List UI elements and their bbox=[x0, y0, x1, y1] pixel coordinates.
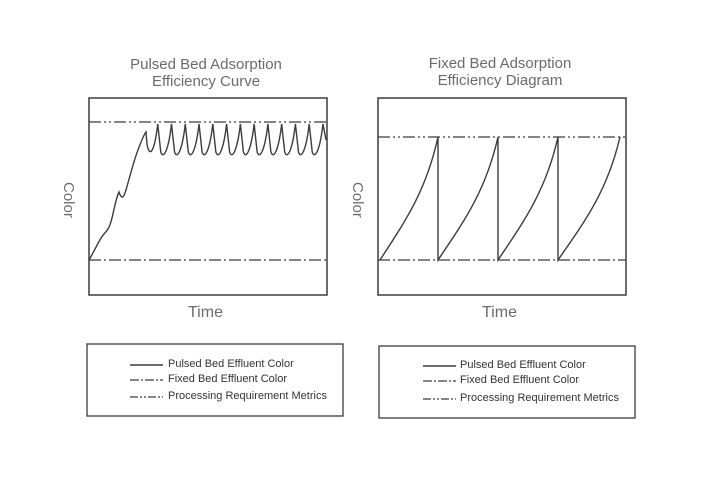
right-x-axis-label: Time bbox=[482, 304, 517, 321]
left-legend-label-requirement: Processing Requirement Metrics bbox=[168, 390, 327, 402]
right-plot-frame bbox=[377, 97, 627, 296]
left-x-axis-label: Time bbox=[188, 304, 223, 321]
right-legend-label-fixed: Fixed Bed Effluent Color bbox=[460, 374, 580, 386]
right-fixed-bed-curve bbox=[379, 136, 621, 263]
right-legend-label-requirement: Processing Requirement Metrics bbox=[460, 392, 619, 404]
left-legend-box bbox=[86, 343, 344, 417]
left-plot-frame bbox=[88, 97, 328, 296]
left-legend-label-pulsed: Pulsed Bed Effluent Color bbox=[168, 358, 294, 370]
right-legend-label-pulsed: Pulsed Bed Effluent Color bbox=[460, 359, 586, 371]
left-chart-title: Pulsed Bed Adsorption Efficiency Curve bbox=[130, 56, 282, 90]
right-legend-box bbox=[378, 345, 636, 419]
left-legend-label-fixed: Fixed Bed Effluent Color bbox=[168, 373, 288, 385]
right-chart-title: Fixed Bed Adsorption Efficiency Diagram bbox=[428, 55, 572, 89]
left-pulsed-bed-curve bbox=[88, 123, 327, 261]
